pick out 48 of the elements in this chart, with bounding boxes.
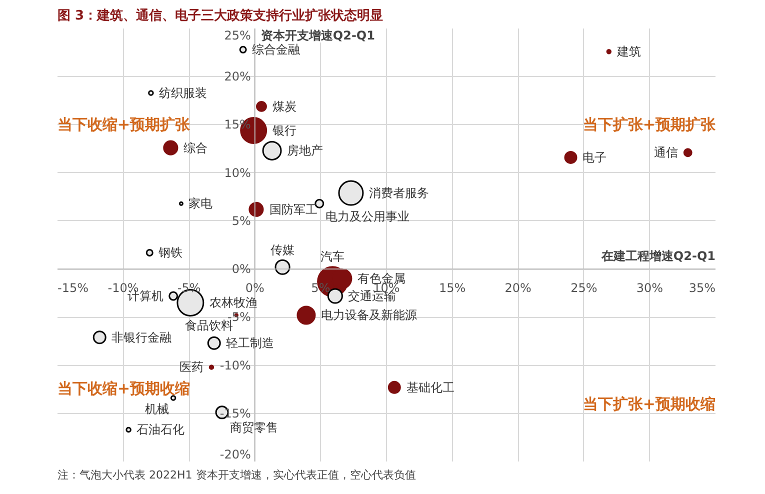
text: 注：气泡大小代表 2022H1 资本开支增速，实心代表正值，空心代表负值 <box>58 468 416 482</box>
annotation: 农林牧渔 <box>209 296 258 310</box>
y-tick-label: 0% <box>232 262 251 276</box>
annotation: 当下扩张+预期收缩 <box>582 394 716 413</box>
annotation: 通信 <box>654 146 678 160</box>
y-tick-label: 20% <box>224 70 251 84</box>
annotation: 非银行金融 <box>112 330 172 344</box>
annotation: 银行 <box>272 123 297 138</box>
chart-title: 图 3：建筑、通信、电子三大政策支持行业扩张状态明显 <box>58 8 384 24</box>
annotation: 建筑 <box>616 44 642 59</box>
annotation: 机械 <box>145 402 170 416</box>
annotation: 家电 <box>188 196 213 211</box>
y-tick-label: 25% <box>224 28 251 42</box>
y-tick-label: -20% <box>220 448 251 462</box>
annotation: 房地产 <box>287 144 324 158</box>
annotation: 国防军工 <box>269 202 318 216</box>
annotation: 电力设备及新能源 <box>321 308 418 322</box>
x-tick-label: 15% <box>438 281 466 296</box>
y-tick-label: -10% <box>220 358 251 372</box>
annotation: 汽车 <box>320 250 345 264</box>
annotation: 石油石化 <box>136 422 185 437</box>
annotation: 纺织服装 <box>159 86 208 100</box>
x-axis-title: 在建工程增速Q2-Q1 <box>600 249 716 264</box>
annotation: 食品饮料 <box>184 318 233 333</box>
annotation: 当下收缩+预期扩张 <box>58 116 192 134</box>
x-tick-label: 0% <box>245 281 264 296</box>
annotation: 医药 <box>179 360 204 374</box>
x-tick-label: 25% <box>570 281 598 296</box>
annotation: 煤炭 <box>272 99 296 114</box>
annotation: 轻工制造 <box>226 336 274 350</box>
x-tick-label: 20% <box>504 281 532 296</box>
annotation: 综合金融 <box>252 42 300 57</box>
annotation: 电力及公用事业 <box>325 210 410 224</box>
y-tick-label: 10% <box>224 166 251 180</box>
annotation: 当下扩张+预期扩张 <box>582 116 716 134</box>
annotation: 综合 <box>184 140 208 155</box>
annotation: 消费者服务 <box>368 186 429 200</box>
annotation: 商贸零售 <box>230 420 278 434</box>
x-tick-label: 35% <box>688 281 716 296</box>
annotation: 电子 <box>582 150 607 164</box>
annotation: 钢铁 <box>158 246 183 260</box>
y-axis-title: 资本开支增速Q2-Q1 <box>260 28 375 42</box>
x-tick-label: 30% <box>636 281 664 296</box>
x-tick-label: -15% <box>58 281 89 296</box>
annotation: 传媒 <box>270 243 295 258</box>
annotation: 基础化工 <box>406 380 454 394</box>
y-tick-label: 5% <box>232 214 251 228</box>
annotation: 当下收缩+预期收缩 <box>58 379 190 398</box>
